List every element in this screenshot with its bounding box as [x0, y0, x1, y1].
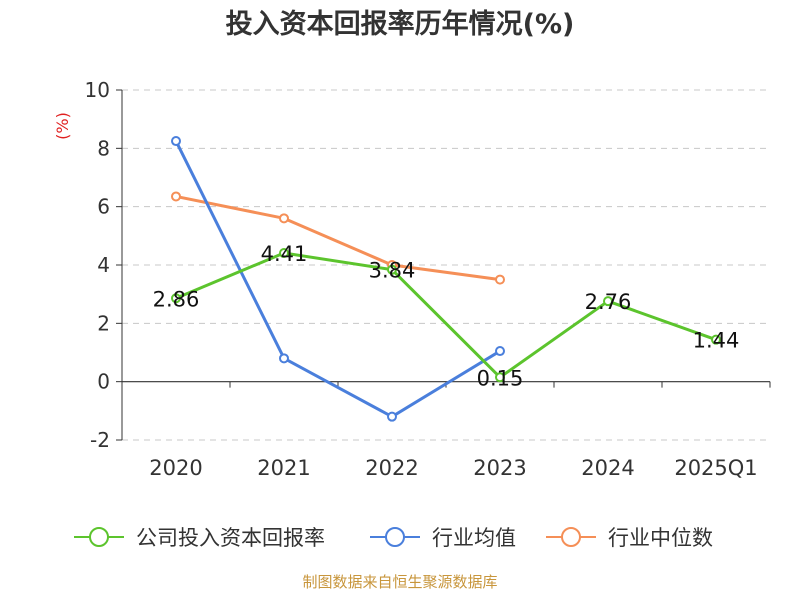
- series-line: [175, 194, 501, 282]
- data-point[interactable]: [279, 213, 289, 224]
- data-point[interactable]: [171, 293, 181, 304]
- data-point[interactable]: [171, 191, 181, 202]
- x-tick-label: 2021: [257, 456, 310, 480]
- series-行业均值: [171, 136, 505, 422]
- legend-swatch-marker: [89, 527, 109, 547]
- y-tick-label: 4: [97, 253, 110, 277]
- data-point[interactable]: [279, 353, 289, 364]
- data-label-layer: 2.86 4.41 3.84 0.15 2.76 1.44: [153, 242, 740, 390]
- data-point[interactable]: [171, 136, 181, 147]
- data-point[interactable]: [279, 248, 289, 259]
- series-line: [174, 140, 501, 419]
- y-tick-label: 6: [97, 195, 110, 219]
- x-tick-label: 2022: [365, 456, 418, 480]
- data-label: 3.84: [369, 259, 416, 283]
- y-tick-label: 8: [97, 136, 110, 160]
- series-layer: [171, 136, 721, 422]
- legend-item-行业均值[interactable]: 行业均值: [370, 526, 516, 550]
- y-tick-label: -2: [90, 428, 110, 452]
- legend-label: 行业中位数: [608, 526, 713, 550]
- x-tick-label: 2024: [581, 456, 634, 480]
- y-tick-label: 0: [97, 370, 110, 394]
- y-tick-label: 10: [85, 78, 110, 102]
- x-tick-label: 2020: [149, 456, 202, 480]
- data-point[interactable]: [387, 264, 397, 275]
- series-行业中位数: [171, 191, 505, 285]
- data-label: 1.44: [693, 329, 740, 353]
- axes: -2 0 2 4 6 8 10 2020 2021 2022 2023 2024 2025Q1: [85, 78, 771, 480]
- legend-item-公司投入资本回报率[interactable]: 公司投入资本回报率: [74, 526, 325, 550]
- data-point[interactable]: [495, 372, 505, 383]
- legend[interactable]: 公司投入资本回报率 行业均值 行业中位数: [74, 526, 713, 550]
- data-label: 0.15: [477, 366, 524, 390]
- data-point[interactable]: [603, 296, 613, 307]
- legend-item-行业中位数[interactable]: 行业中位数: [546, 526, 713, 550]
- chart-title: 投入资本回报率历年情况(%): [226, 8, 575, 40]
- data-label: 4.41: [261, 242, 308, 266]
- data-point[interactable]: [387, 411, 397, 422]
- data-label: 2.86: [153, 287, 200, 311]
- x-tick-label: 2023: [473, 456, 526, 480]
- x-tick-label: 2025Q1: [674, 456, 757, 480]
- legend-label: 行业均值: [432, 526, 516, 550]
- data-point[interactable]: [711, 334, 721, 345]
- legend-swatch-marker: [385, 527, 405, 547]
- source-note: 制图数据来自恒生聚源数据库: [302, 573, 497, 591]
- legend-label: 公司投入资本回报率: [136, 526, 325, 550]
- data-point[interactable]: [495, 274, 505, 285]
- legend-swatch-marker: [561, 527, 581, 547]
- data-point[interactable]: [495, 346, 505, 357]
- y-tick-label: 2: [97, 311, 110, 335]
- series-line: [175, 251, 717, 379]
- data-label: 2.76: [585, 290, 632, 314]
- y-axis-unit-label: (%): [53, 112, 72, 140]
- series-公司投入资本回报率: [171, 248, 721, 383]
